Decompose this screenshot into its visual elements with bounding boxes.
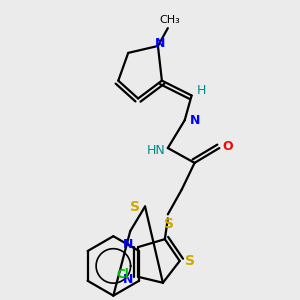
Text: CH₃: CH₃ (159, 15, 180, 25)
Text: O: O (222, 140, 232, 152)
Text: H: H (197, 84, 206, 97)
Text: Cl: Cl (117, 268, 130, 281)
Text: S: S (164, 217, 174, 231)
Text: N: N (155, 38, 165, 50)
Text: HN: HN (147, 143, 165, 157)
Text: N: N (189, 114, 200, 127)
Text: N: N (123, 273, 134, 286)
Text: N: N (123, 238, 134, 250)
Text: S: S (130, 200, 140, 214)
Text: S: S (184, 254, 195, 268)
